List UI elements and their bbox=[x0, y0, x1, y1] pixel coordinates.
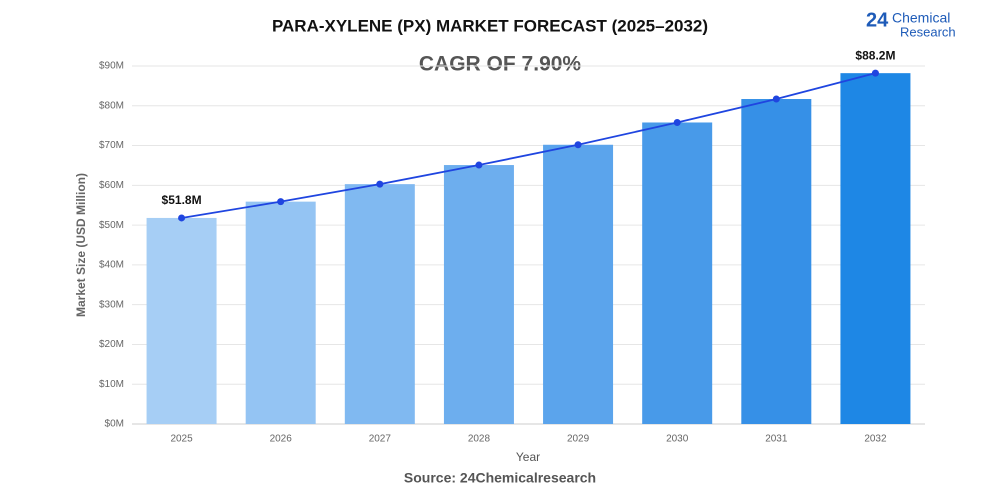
x-tick-label: 2028 bbox=[468, 434, 491, 445]
bar bbox=[642, 122, 713, 425]
y-tick-label: $20M bbox=[99, 339, 124, 350]
chart-title: PARA-XYLENE (PX) MARKET FORECAST (2025–2… bbox=[272, 16, 708, 35]
trend-line bbox=[181, 72, 876, 219]
logo-text: Research bbox=[900, 24, 956, 39]
x-tick-label: 2032 bbox=[864, 434, 887, 445]
trend-point bbox=[574, 141, 582, 149]
y-tick-label: $50M bbox=[99, 220, 124, 231]
bar bbox=[443, 165, 514, 424]
bar bbox=[245, 201, 316, 424]
trend-point bbox=[871, 69, 879, 77]
y-tick-label: $30M bbox=[99, 299, 124, 310]
y-tick-label: $70M bbox=[99, 140, 124, 151]
bar bbox=[146, 217, 217, 424]
x-tick-label: 2026 bbox=[270, 434, 293, 445]
trend-point bbox=[772, 95, 780, 103]
value-label: $51.8M bbox=[162, 193, 202, 207]
trend-point bbox=[178, 214, 186, 222]
bar bbox=[741, 99, 812, 424]
trend-point bbox=[673, 118, 681, 126]
bar bbox=[543, 144, 614, 424]
value-label: $88.2M bbox=[855, 48, 895, 62]
y-tick-label: $10M bbox=[99, 379, 124, 390]
bar bbox=[840, 73, 911, 424]
y-axis-label: Market Size (USD Million) bbox=[74, 173, 88, 317]
y-tick-label: $40M bbox=[99, 260, 124, 271]
source: Source: 24Chemicalresearch bbox=[404, 470, 596, 486]
y-tick-label: $80M bbox=[99, 100, 124, 111]
cagr-annotation: CAGR OF 7.90% bbox=[419, 53, 582, 76]
x-tick-label: 2030 bbox=[666, 434, 689, 445]
logo-number: 24 bbox=[866, 9, 889, 31]
logo-text: Chemical bbox=[892, 10, 950, 26]
x-tick-label: 2025 bbox=[170, 434, 193, 445]
bar bbox=[344, 184, 415, 424]
x-axis-label: Year bbox=[516, 450, 540, 464]
trend-point bbox=[475, 161, 483, 169]
y-tick-label: $60M bbox=[99, 180, 124, 191]
x-tick-label: 2027 bbox=[369, 434, 392, 445]
trend-point bbox=[376, 180, 384, 188]
x-tick-label: 2029 bbox=[567, 434, 590, 445]
y-tick-label: $0M bbox=[105, 419, 124, 430]
x-tick-label: 2031 bbox=[765, 434, 788, 445]
y-tick-label: $90M bbox=[99, 61, 124, 72]
trend-point bbox=[277, 198, 285, 206]
